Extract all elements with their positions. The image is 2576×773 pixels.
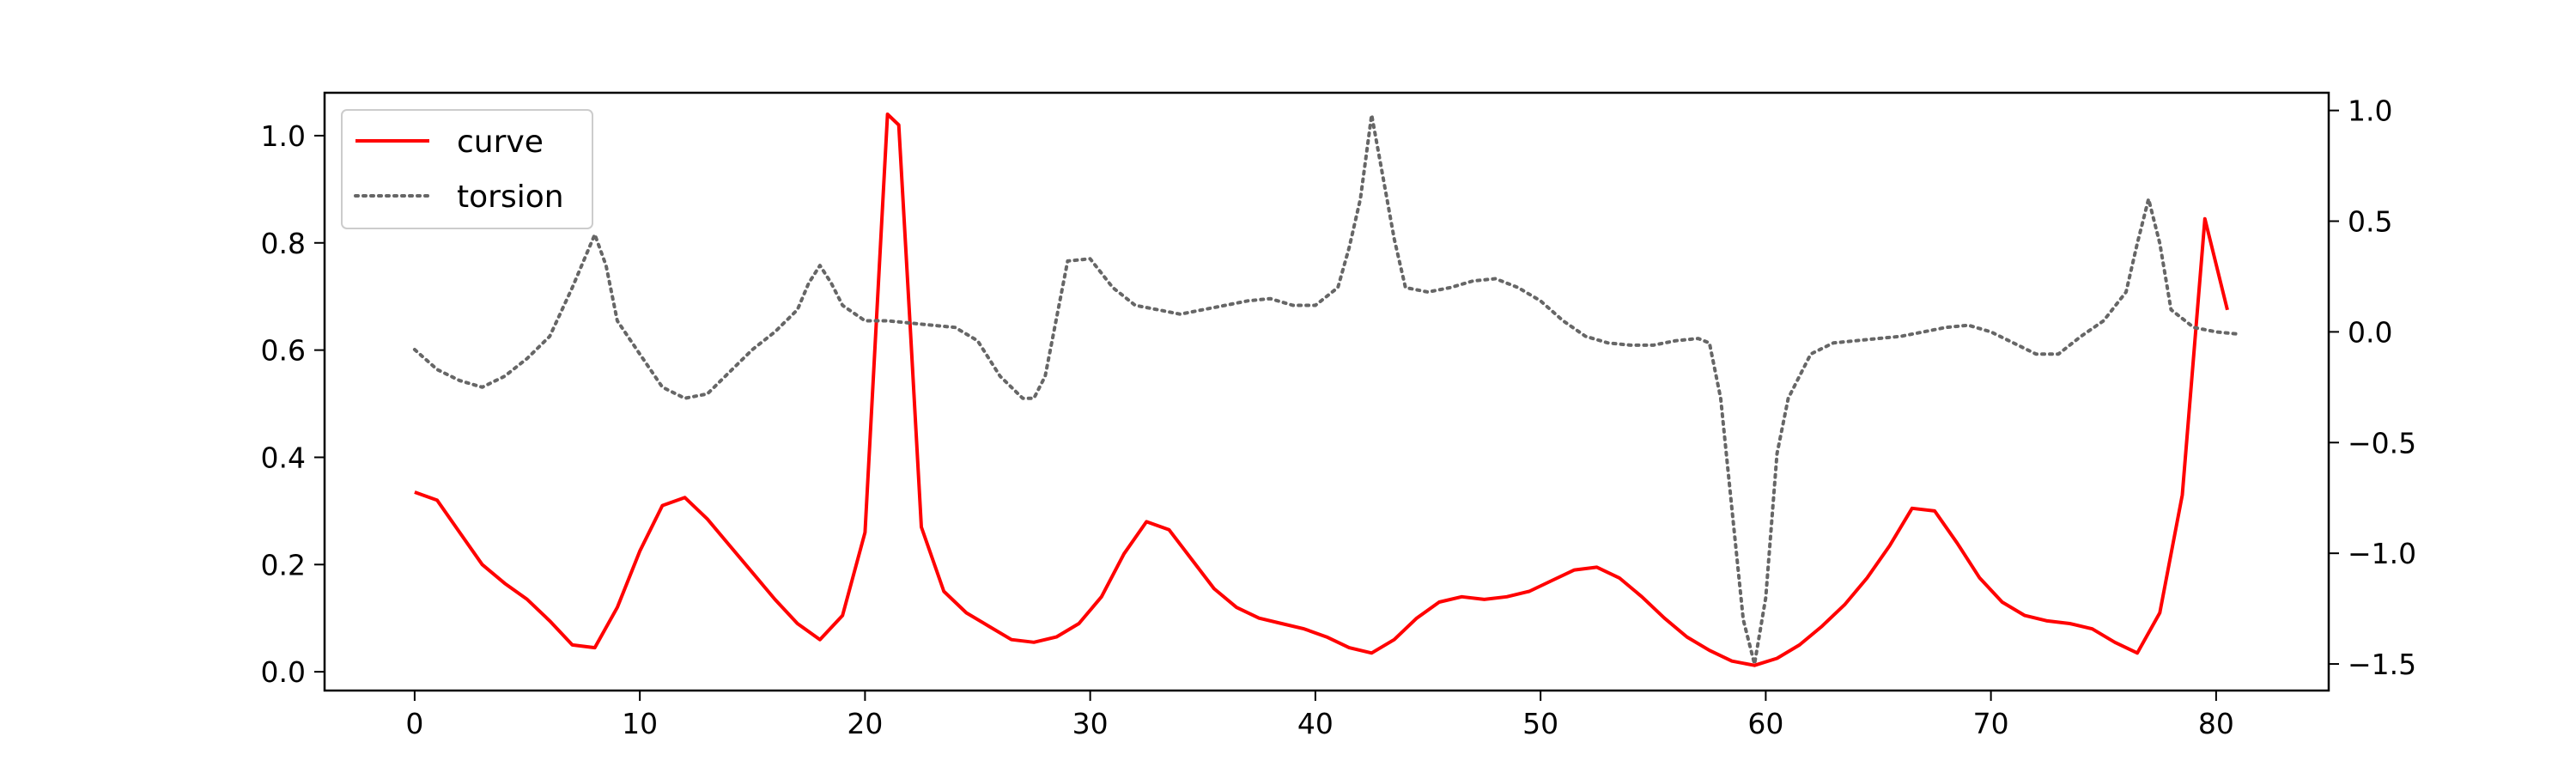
y-tick-label: 0.2 [261,548,306,581]
x-tick-label: 60 [1747,707,1783,740]
legend-label-curve: curve [457,125,544,160]
x-axis: 0 10 20 30 40 50 60 70 80 [405,691,2234,740]
y2-tick-label: −0.5 [2348,426,2416,460]
y2-tick-label: 0.0 [2348,315,2392,349]
x-tick-label: 80 [2198,707,2234,740]
y2-tick-label: 0.5 [2348,205,2392,239]
y2-tick-label: 1.0 [2348,94,2392,128]
legend: curve torsion [341,109,593,229]
x-tick-label: 0 [405,707,423,740]
y-tick-label: 0.4 [261,441,306,474]
plot-frame [323,91,2330,692]
y-axis-right: −1.5 −1.0 −0.5 0.0 0.5 1.0 [2329,94,2416,681]
y-tick-label: 0.0 [261,655,306,689]
x-tick-label: 50 [1522,707,1558,740]
x-tick-label: 20 [847,707,883,740]
y2-tick-label: −1.5 [2348,648,2416,681]
y-tick-label: 0.6 [261,334,306,368]
series-layer [412,113,2241,667]
y2-tick-label: −1.0 [2348,537,2416,570]
x-tick-label: 70 [1973,707,2009,740]
y-tick-label: 0.8 [261,227,306,260]
legend-label-torsion: torsion [457,180,564,215]
series-line-curve [414,113,2229,667]
x-tick-label: 30 [1072,707,1109,740]
series-line-torsion [412,113,2241,666]
plot-area [323,91,2330,692]
y-axis-left: 0.0 0.2 0.4 0.6 0.8 1.0 [261,119,325,689]
x-tick-label: 10 [622,707,658,740]
y-tick-label: 1.0 [261,119,306,153]
x-tick-label: 40 [1297,707,1334,740]
